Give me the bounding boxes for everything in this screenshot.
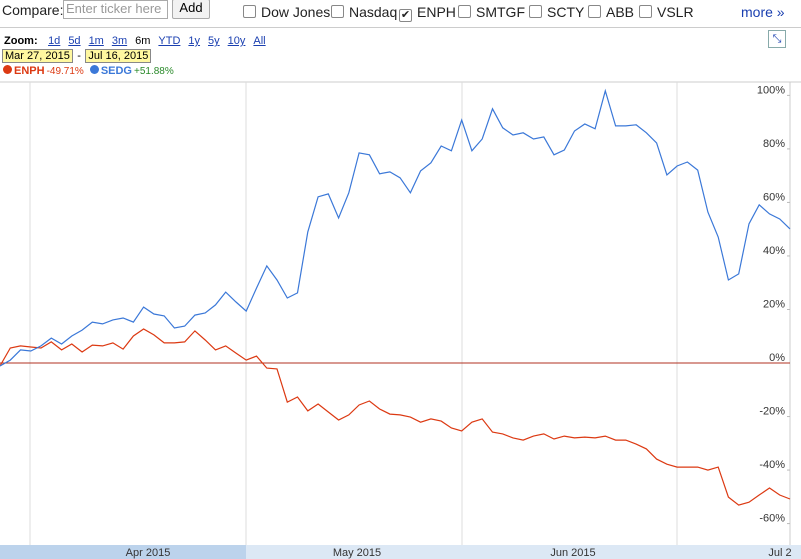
ticker-input[interactable]: Enter ticker here xyxy=(63,0,168,19)
zoom-label: Zoom: xyxy=(4,35,38,47)
x-tick-label: Jul 2 xyxy=(768,547,791,559)
compare-label: Compare: xyxy=(2,2,64,18)
ticker-option[interactable]: ABB xyxy=(588,4,634,20)
legend-change: -49.71% xyxy=(46,66,84,77)
checkbox[interactable] xyxy=(529,5,542,18)
ticker-option[interactable]: VSLR xyxy=(639,4,694,20)
ticker-label[interactable]: ENPH xyxy=(417,4,456,20)
zoom-option[interactable]: 6m xyxy=(135,35,151,47)
x-tick-label: Apr 2015 xyxy=(126,547,171,559)
checkbox[interactable] xyxy=(588,5,601,18)
checkbox[interactable] xyxy=(243,5,256,18)
ticker-option[interactable]: SCTY xyxy=(529,4,584,20)
add-button[interactable]: Add xyxy=(172,0,210,19)
legend-name: ENPH xyxy=(14,65,45,77)
legend-name: SEDG xyxy=(100,65,132,77)
zoom-option[interactable]: 5y xyxy=(208,35,220,47)
y-tick-label: 20% xyxy=(763,298,785,310)
ticker-label[interactable]: ABB xyxy=(606,4,635,20)
y-tick-label: 0% xyxy=(769,352,785,364)
legend-dot xyxy=(89,65,99,74)
zoom-option[interactable]: All xyxy=(253,35,266,47)
zoom-option[interactable]: 3m xyxy=(111,35,128,47)
zoom-option[interactable]: 10y xyxy=(227,35,246,47)
zoom-option[interactable]: YTD xyxy=(158,35,181,47)
zoom-bar: Zoom: 1d 5d 1m 3m 6m YTD 1y 5y 10y All xyxy=(4,31,274,49)
series-line xyxy=(0,328,791,506)
ticker-option[interactable]: Dow Jones xyxy=(243,4,330,20)
more-link[interactable]: more » xyxy=(741,4,785,20)
ticker-label[interactable]: VSLR xyxy=(657,4,694,20)
y-tick-label: -60% xyxy=(759,512,785,524)
ticker-label[interactable]: SMTGF xyxy=(476,4,525,20)
x-tick-label: May 2015 xyxy=(333,547,381,559)
checkbox[interactable] xyxy=(458,5,471,18)
y-tick-label: 40% xyxy=(763,245,785,257)
y-tick-label: 80% xyxy=(763,138,785,150)
y-tick-label: 100% xyxy=(757,84,785,96)
zoom-option[interactable]: 5d xyxy=(68,35,81,47)
expand-icon[interactable]: ⤡ xyxy=(768,30,786,48)
range-start[interactable]: Mar 27, 2015 xyxy=(2,49,73,63)
zoom-option[interactable]: 1y xyxy=(188,35,201,47)
checkbox[interactable]: ✔ xyxy=(399,9,412,22)
legend-dot xyxy=(3,65,12,74)
ticker-option[interactable]: SMTGF xyxy=(458,4,525,20)
x-tick-label: Jun 2015 xyxy=(550,547,595,559)
y-tick-label: 60% xyxy=(763,191,785,203)
ticker-option[interactable]: Nasdaq xyxy=(331,4,397,20)
ticker-label[interactable]: Dow Jones xyxy=(261,4,331,20)
legend-change: +51.88% xyxy=(134,66,174,77)
checkbox[interactable] xyxy=(331,5,344,18)
toolbar-divider xyxy=(0,27,801,28)
y-tick-label: -40% xyxy=(759,459,785,471)
y-tick-label: -20% xyxy=(759,405,785,417)
zoom-option[interactable]: 1d xyxy=(48,35,61,47)
range-separator: - xyxy=(77,50,81,62)
range-end[interactable]: Jul 16, 2015 xyxy=(85,49,152,63)
series-line xyxy=(0,88,791,367)
zoom-option[interactable]: 1m xyxy=(88,35,104,47)
checkbox[interactable] xyxy=(639,5,652,18)
ticker-label[interactable]: Nasdaq xyxy=(349,4,398,20)
ticker-label[interactable]: SCTY xyxy=(547,4,585,20)
ticker-option[interactable]: ✔ ENPH xyxy=(399,4,456,22)
date-range: Mar 27, 2015 - Jul 16, 2015 xyxy=(2,46,152,64)
legend: ENPH -49.71% SEDG +51.88% xyxy=(3,65,174,77)
navigator-shade xyxy=(0,545,246,559)
